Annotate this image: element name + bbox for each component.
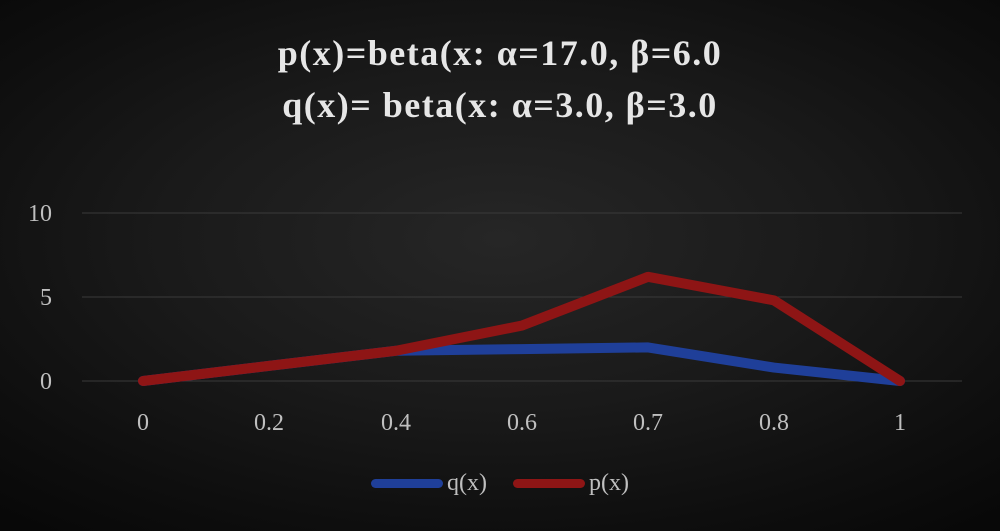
legend-label-p: p(x) <box>589 470 629 496</box>
legend-swatch-q <box>371 479 444 488</box>
y-tick-label: 0 <box>40 369 52 395</box>
legend-swatch-p <box>513 479 585 488</box>
x-tick-label: 0.6 <box>507 410 537 436</box>
y-tick-label: 5 <box>40 285 52 311</box>
x-tick-label: 0.8 <box>759 410 789 436</box>
x-tick-label: 0.7 <box>633 410 663 436</box>
chart-title-line-1: p(x)=beta(x: α=17.0, β=6.0 <box>277 33 723 73</box>
gridlines <box>82 212 962 382</box>
x-tick-label: 0.4 <box>381 410 411 436</box>
x-tick-label: 1 <box>894 410 906 436</box>
y-tick-label: 10 <box>28 201 52 227</box>
chart-title-line-2: q(x)= beta(x: α=3.0, β=3.0 <box>282 85 718 125</box>
y-axis-ticks: 0 5 10 <box>28 201 52 395</box>
x-tick-label: 0.2 <box>254 410 284 436</box>
legend: q(x) p(x) <box>0 470 1000 497</box>
legend-item-p: p(x) <box>513 470 629 497</box>
x-tick-label: 0 <box>137 410 149 436</box>
legend-item-q: q(x) <box>371 470 487 497</box>
legend-label-q: q(x) <box>447 470 487 496</box>
x-axis-ticks: 0 0.2 0.4 0.6 0.7 0.8 1 <box>137 410 906 436</box>
series-lines <box>138 271 905 386</box>
